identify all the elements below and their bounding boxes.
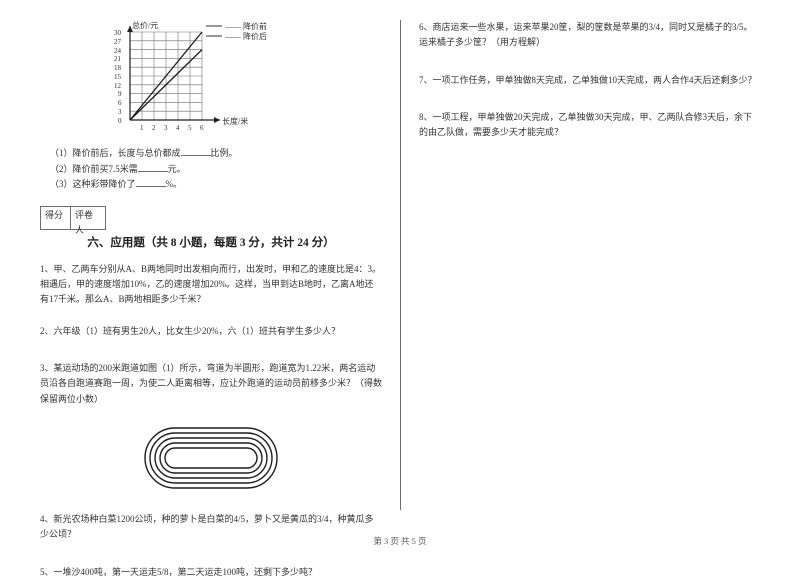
fill-3b: %。 [166, 179, 183, 189]
track-svg [136, 423, 286, 493]
fill-1a: （1）降价前后，长度与总价都成 [50, 148, 181, 158]
question-8: 8、一项工程，甲单独做20天完成，乙单独做30天完成，甲、乙两队合修3天后，余下… [419, 110, 760, 141]
svg-text:21: 21 [114, 55, 122, 63]
svg-text:1: 1 [140, 124, 144, 132]
svg-text:15: 15 [114, 73, 122, 81]
chart-svg: —— 降价前 —— 降价后 总价/元 [100, 20, 275, 135]
price-chart: —— 降价前 —— 降价后 总价/元 [100, 20, 382, 140]
svg-text:12: 12 [114, 82, 122, 90]
svg-text:9: 9 [118, 90, 122, 98]
svg-text:4: 4 [176, 124, 180, 132]
blank [181, 146, 211, 156]
svg-text:30: 30 [114, 29, 122, 37]
question-5: 5、一堆沙400吨，第一天运走5/8，第二天运走100吨，还剩下多少吨？ [40, 565, 382, 580]
fill-2b: 元。 [168, 164, 186, 174]
fill-3a: （3）这种彩带降价了 [50, 179, 136, 189]
fill-2: （2）降价前买7.5米需 元。 [50, 162, 382, 177]
score-right: 评卷人 [70, 206, 106, 230]
question-7: 7、一项工作任务，甲单独做8天完成，乙单独做10天完成，两人合作4天后还剩多少？ [419, 73, 760, 88]
page-footer: 第 3 页 共 5 页 [0, 535, 800, 547]
svg-text:18: 18 [114, 64, 122, 72]
score-left: 得分 [40, 206, 70, 230]
blank [136, 177, 166, 187]
exam-page: —— 降价前 —— 降价后 总价/元 [0, 0, 800, 565]
svg-text:24: 24 [114, 47, 122, 55]
blank [138, 162, 168, 172]
legend-after: —— 降价后 [224, 31, 267, 41]
right-column: 6、商店运来一些水果，运来苹果20筐，梨的筐数是苹果的3/4，同时又是橘子的3/… [400, 20, 760, 510]
fill-1: （1）降价前后，长度与总价都成 比例。 [50, 146, 382, 161]
fill-3: （3）这种彩带降价了 %。 [50, 177, 382, 192]
two-column-layout: —— 降价前 —— 降价后 总价/元 [40, 20, 760, 510]
fill-1b: 比例。 [211, 148, 238, 158]
legend-before: —— 降价前 [224, 21, 267, 31]
question-6: 6、商店运来一些水果，运来苹果20筐，梨的筐数是苹果的3/4，同时又是橘子的3/… [419, 20, 760, 51]
y-label: 总价/元 [132, 20, 158, 30]
x-label: 长度/米 [222, 116, 248, 126]
svg-text:27: 27 [114, 38, 122, 46]
question-3: 3、某运动场的200米跑道如图（1）所示，弯道为半圆形，跑道宽为1.22米，两名… [40, 361, 382, 407]
svg-text:6: 6 [118, 99, 122, 107]
svg-text:6: 6 [200, 124, 204, 132]
svg-text:2: 2 [152, 124, 156, 132]
svg-text:0: 0 [118, 117, 122, 125]
question-1: 1、甲、乙两车分别从A、B两地同时出发相向而行，出发时，甲和乙的速度比是4：3。… [40, 262, 382, 308]
svg-text:5: 5 [188, 124, 192, 132]
fill-2a: （2）降价前买7.5米需 [50, 164, 138, 174]
svg-text:3: 3 [118, 108, 122, 116]
question-2: 2、六年级（1）班有男生20人，比女生少20%，六（1）班共有学生多少人？ [40, 324, 382, 339]
left-column: —— 降价前 —— 降价后 总价/元 [40, 20, 400, 510]
svg-text:3: 3 [164, 124, 168, 132]
section-title: 六、应用题（共 8 小题，每题 3 分，共计 24 分） [40, 234, 382, 254]
score-box: 得分 评卷人 [40, 206, 382, 230]
track-figure [40, 423, 382, 498]
